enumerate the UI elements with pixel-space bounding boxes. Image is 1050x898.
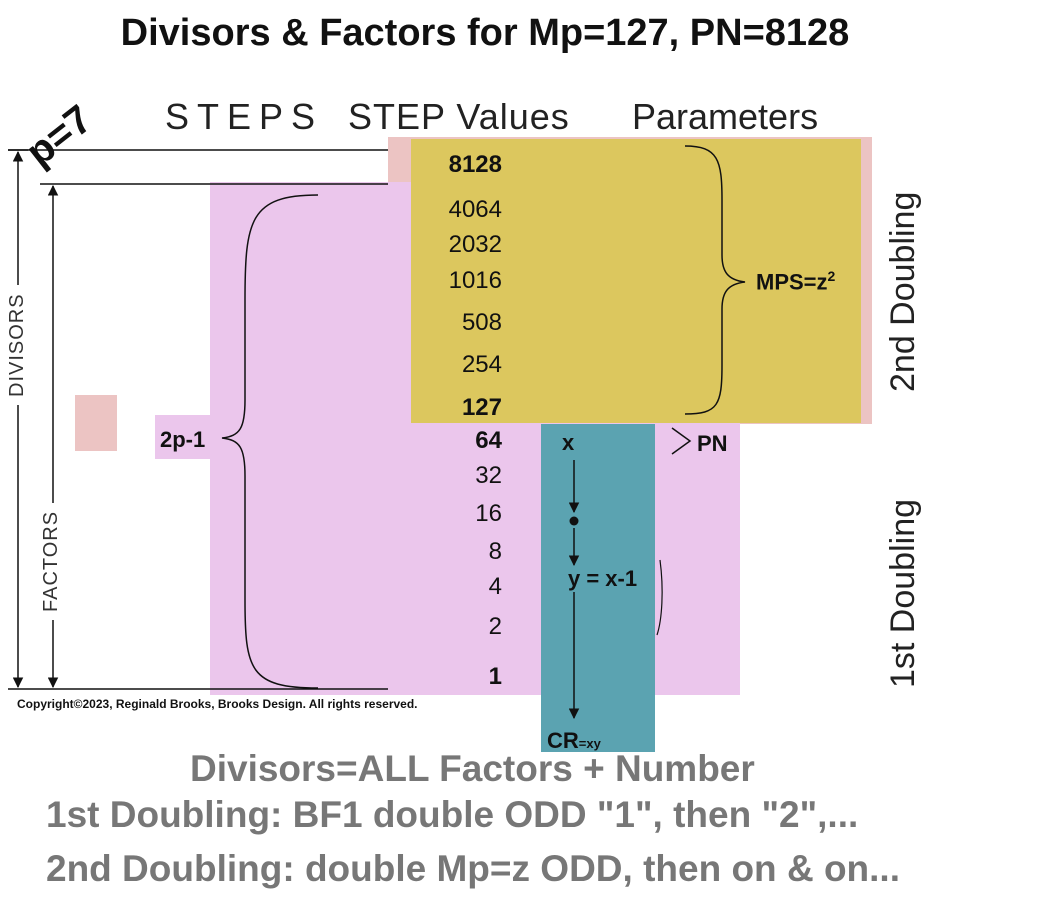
first-doubling-label: 1st Doubling [884, 498, 922, 688]
value-16: 16 [475, 500, 502, 527]
value-2032: 2032 [448, 231, 502, 258]
value-1016: 1016 [448, 267, 502, 294]
brace-2p-1 [221, 194, 319, 689]
footer-line-2: 1st Doubling: BF1 double ODD "1", then "… [46, 794, 859, 835]
dot [569, 516, 579, 526]
second-doubling-label: 2nd Doubling [884, 191, 922, 392]
gold-mps-block [411, 139, 861, 423]
value-1: 1 [488, 663, 502, 690]
pn-label: PN [697, 431, 728, 456]
header-step-values: STEP Values [348, 96, 570, 137]
value-64: 64 [475, 427, 502, 454]
value-127: 127 [461, 394, 502, 421]
footer-line-1: Divisors=ALL Factors + Number [190, 748, 755, 789]
value-508: 508 [461, 309, 502, 336]
value-4: 4 [488, 573, 502, 600]
value-8128: 8128 [448, 151, 502, 178]
value-254: 254 [461, 351, 502, 378]
page-title: Divisors & Factors for Mp=127, PN=8128 [120, 12, 850, 54]
value-32: 32 [475, 462, 502, 489]
x-label: x [562, 430, 575, 455]
divisors-label: DIVISORS [6, 285, 29, 405]
header-parameters: Parameters [632, 96, 819, 137]
header-steps: STEPS [165, 96, 324, 137]
value-2: 2 [488, 613, 502, 640]
value-8: 8 [488, 538, 502, 565]
copyright: Copyright©2023, Reginald Brooks, Brooks … [17, 697, 418, 711]
mps-label: MPS=z2 [756, 268, 836, 295]
teal-cr-block [541, 424, 655, 752]
two-p-minus-1-label: 2p-1 [160, 427, 206, 452]
brace-pn [671, 427, 692, 455]
brace-mps [684, 145, 746, 415]
pink-2p-1-label-box [155, 415, 215, 459]
factors-label: FACTORS [40, 502, 63, 620]
cr-label: CR=xy [547, 728, 601, 753]
salmon-small-square [75, 395, 117, 451]
footer-line-3: 2nd Doubling: double Mp=z ODD, then on &… [46, 848, 900, 889]
value-4064: 4064 [448, 196, 502, 223]
y-label: y = x-1 [568, 566, 638, 591]
